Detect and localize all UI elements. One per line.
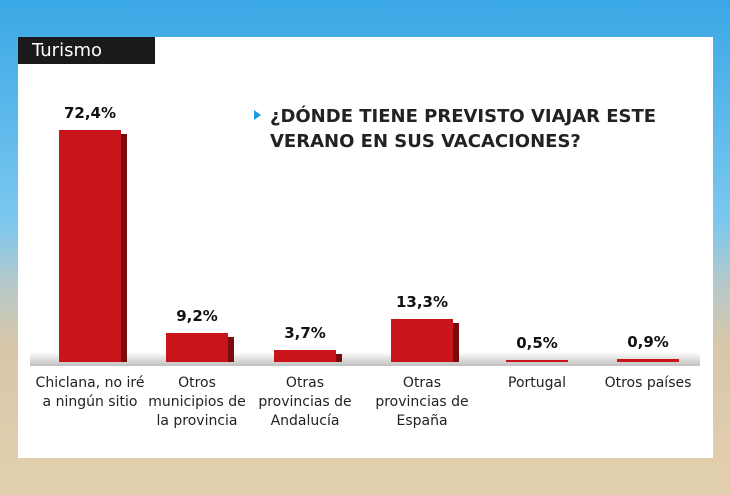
title-marker — [254, 110, 261, 120]
bar — [617, 359, 679, 362]
category-label: Otros municipios de la provincia — [148, 375, 246, 429]
section-tag: Turismo — [18, 37, 155, 64]
value-label: 3,7% — [284, 324, 326, 343]
baseline-shadow — [30, 352, 700, 366]
value-label: 0,9% — [627, 333, 669, 352]
value-label: 72,4% — [63, 104, 117, 122]
category-label: Portugal — [508, 375, 566, 391]
bar — [166, 332, 234, 363]
value-label: 9,2% — [176, 306, 218, 325]
category-label: Chiclana, no iré a ningún sitio — [35, 375, 145, 410]
bar — [506, 360, 568, 362]
category-label: Otras provincias de España — [375, 375, 469, 429]
value-label: 13,3% — [395, 293, 449, 312]
bar — [391, 319, 459, 362]
category-label: Otras provincias de Andalucía — [258, 375, 352, 429]
panel — [18, 37, 713, 458]
chart-title: ¿DÓNDE TIENE PREVISTO VIAJAR ESTE VERANO… — [270, 106, 657, 152]
bar — [59, 130, 127, 362]
category-label: Otros países — [604, 375, 692, 391]
bar — [274, 350, 342, 362]
value-label: 0,5% — [516, 334, 558, 353]
